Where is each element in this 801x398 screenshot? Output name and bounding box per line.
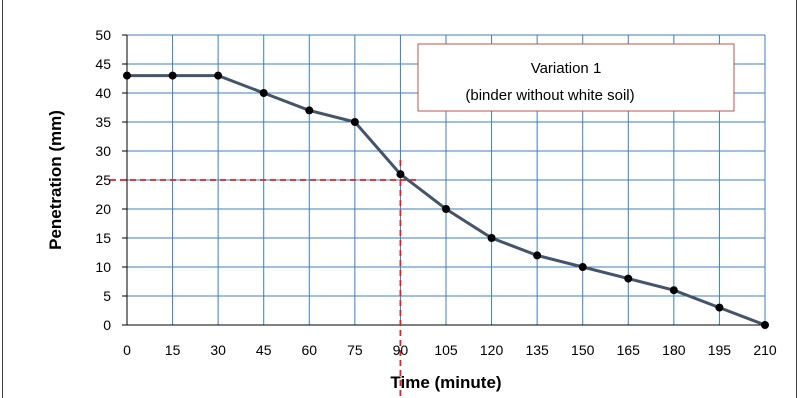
x-tick-label: 15 xyxy=(165,342,181,358)
y-tick-label: 35 xyxy=(95,114,111,130)
x-tick-label: 105 xyxy=(434,342,458,358)
x-tick-label: 30 xyxy=(210,342,226,358)
data-point xyxy=(669,286,678,295)
y-tick-label: 40 xyxy=(95,85,111,101)
data-point xyxy=(214,71,223,80)
data-point xyxy=(533,251,542,260)
y-tick-label: 50 xyxy=(95,27,111,43)
annotation-box: Variation 1 (binder without white soil) xyxy=(417,43,735,112)
data-point xyxy=(123,71,131,80)
y-tick-label: 20 xyxy=(95,201,111,217)
data-point xyxy=(761,321,769,329)
annotation-box-border xyxy=(417,43,735,112)
data-point xyxy=(487,234,496,242)
tick-labels: 0 15 30 45 60 75 90 105 120 135 150 165 180 195 210 0 5 1… xyxy=(95,27,776,358)
data-point xyxy=(396,170,405,179)
y-tick-label: 45 xyxy=(95,56,111,72)
annotation-title: Variation 1 xyxy=(531,60,602,77)
x-tick-label: 165 xyxy=(617,342,641,358)
y-tick-label: 5 xyxy=(103,288,111,304)
data-point xyxy=(259,89,268,97)
x-tick-label: 90 xyxy=(393,342,409,358)
x-axis-label: Time (minute) xyxy=(390,373,501,392)
x-tick-label: 45 xyxy=(256,342,272,358)
data-point xyxy=(168,71,177,80)
data-point xyxy=(578,263,587,271)
x-tick-label: 60 xyxy=(301,342,317,358)
x-tick-label: 210 xyxy=(753,342,777,358)
data-point xyxy=(350,118,359,126)
data-series xyxy=(123,71,769,329)
data-point xyxy=(305,106,314,115)
data-point xyxy=(715,303,724,312)
y-axis-label: Penetration (mm) xyxy=(46,110,65,250)
x-tick-label: 195 xyxy=(708,342,732,358)
axes xyxy=(122,34,765,326)
x-tick-label: 180 xyxy=(662,342,686,358)
annotation-subtitle: (binder without white soil) xyxy=(465,87,634,104)
y-tick-label: 30 xyxy=(95,143,111,159)
x-tick-label: 0 xyxy=(123,342,131,358)
x-tick-label: 120 xyxy=(480,342,504,358)
x-tick-label: 150 xyxy=(571,342,595,358)
y-tick-label: 15 xyxy=(95,230,111,246)
y-tick-label: 25 xyxy=(95,172,111,188)
data-point xyxy=(624,274,633,283)
x-tick-label: 75 xyxy=(347,342,363,358)
x-tick-label: 135 xyxy=(525,342,549,358)
y-tick-label: 0 xyxy=(103,317,111,333)
reference-lines xyxy=(110,160,418,398)
y-tick-label: 10 xyxy=(95,259,111,275)
data-point xyxy=(442,205,450,213)
